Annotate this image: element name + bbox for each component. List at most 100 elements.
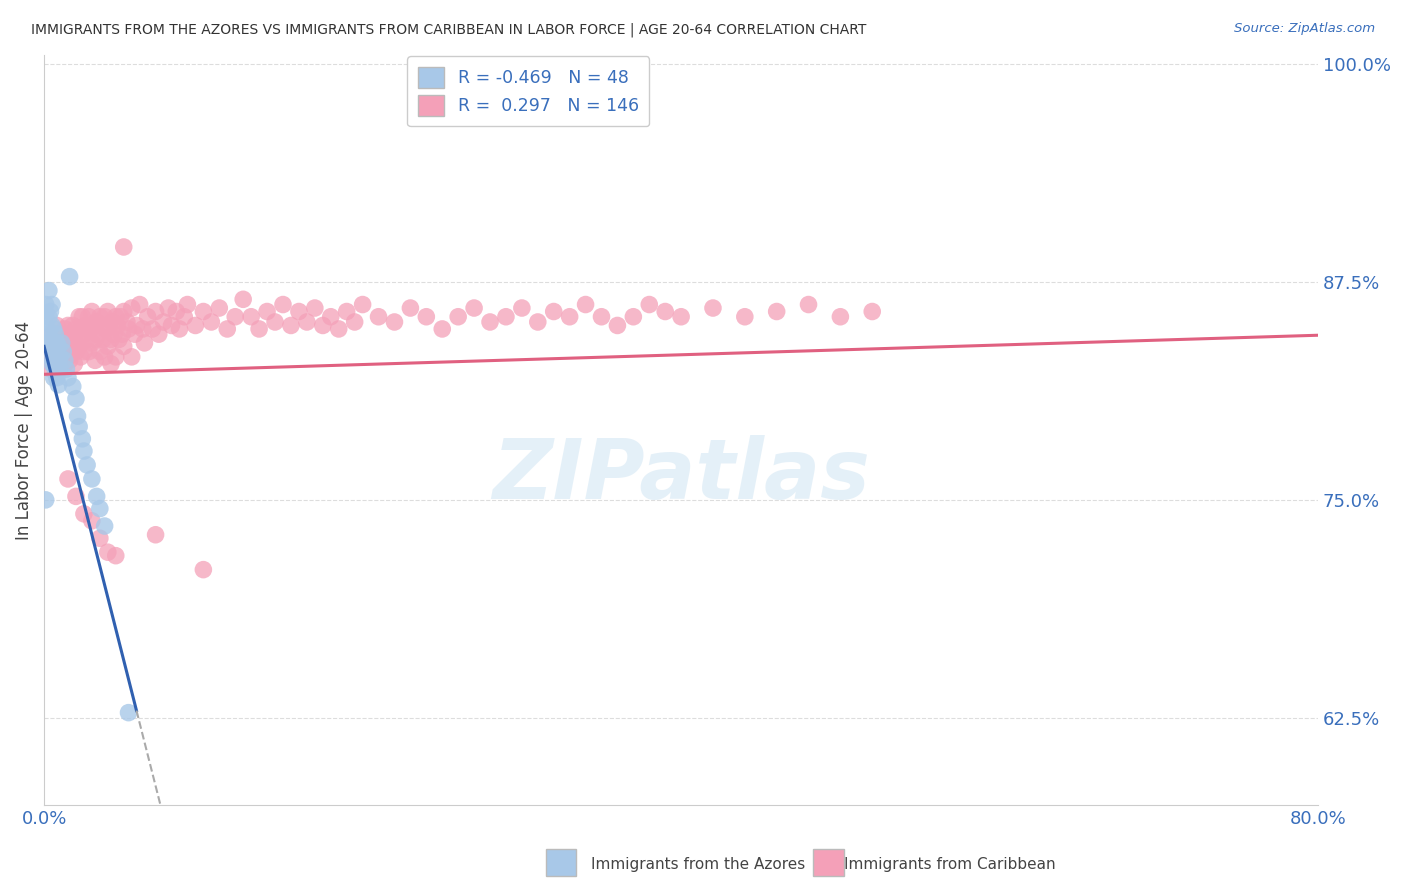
- Point: [495, 310, 517, 324]
- Point: [105, 318, 128, 333]
- Point: [103, 327, 125, 342]
- Point: [48, 333, 70, 347]
- Point: [101, 315, 124, 329]
- Point: [352, 297, 374, 311]
- Point: [44, 362, 66, 376]
- Point: [45, 318, 67, 333]
- Point: [45, 362, 67, 376]
- Point: [97, 545, 120, 559]
- Point: [247, 322, 270, 336]
- Point: [447, 310, 470, 324]
- Point: [63, 357, 86, 371]
- Point: [77, 344, 100, 359]
- Point: [41, 357, 63, 371]
- Point: [343, 315, 366, 329]
- Point: [56, 371, 79, 385]
- Point: [73, 344, 96, 359]
- Text: Immigrants from the Azores: Immigrants from the Azores: [591, 857, 804, 872]
- Point: [76, 333, 98, 347]
- Point: [160, 318, 183, 333]
- Point: [41, 327, 63, 342]
- Point: [271, 297, 294, 311]
- Point: [39, 362, 62, 376]
- Point: [58, 269, 80, 284]
- Point: [39, 335, 62, 350]
- Point: [141, 322, 163, 336]
- Point: [173, 310, 195, 324]
- Point: [53, 353, 76, 368]
- Point: [90, 318, 112, 333]
- Point: [108, 333, 131, 347]
- Point: [52, 344, 75, 359]
- Point: [152, 315, 174, 329]
- Point: [124, 327, 146, 342]
- Point: [621, 310, 644, 324]
- Point: [56, 472, 79, 486]
- Point: [72, 432, 94, 446]
- Point: [93, 310, 115, 324]
- Text: Source: ZipAtlas.com: Source: ZipAtlas.com: [1234, 22, 1375, 36]
- Point: [125, 318, 148, 333]
- Point: [527, 315, 550, 329]
- Point: [65, 392, 87, 406]
- Point: [89, 344, 111, 359]
- Point: [67, 339, 90, 353]
- Point: [319, 310, 342, 324]
- Point: [66, 409, 89, 424]
- Point: [117, 706, 139, 720]
- Point: [93, 519, 115, 533]
- Point: [295, 315, 318, 329]
- Point: [89, 531, 111, 545]
- Point: [110, 310, 132, 324]
- Point: [63, 333, 86, 347]
- Point: [67, 419, 90, 434]
- Point: [115, 315, 138, 329]
- Point: [797, 297, 820, 311]
- Point: [606, 318, 628, 333]
- Point: [35, 297, 58, 311]
- Point: [112, 240, 135, 254]
- Point: [42, 335, 65, 350]
- Point: [256, 304, 278, 318]
- Point: [38, 339, 60, 353]
- Point: [148, 327, 170, 342]
- Point: [288, 304, 311, 318]
- Point: [58, 327, 80, 342]
- Point: [89, 310, 111, 324]
- Point: [65, 322, 87, 336]
- Point: [217, 322, 239, 336]
- Point: [89, 501, 111, 516]
- Point: [75, 318, 97, 333]
- Point: [328, 322, 350, 336]
- Point: [45, 335, 67, 350]
- Text: IMMIGRANTS FROM THE AZORES VS IMMIGRANTS FROM CARIBBEAN IN LABOR FORCE | AGE 20-: IMMIGRANTS FROM THE AZORES VS IMMIGRANTS…: [31, 22, 866, 37]
- Point: [48, 377, 70, 392]
- Point: [62, 318, 84, 333]
- Point: [591, 310, 613, 324]
- Point: [65, 344, 87, 359]
- Point: [264, 315, 287, 329]
- Point: [304, 301, 326, 315]
- Point: [193, 563, 215, 577]
- Point: [73, 327, 96, 342]
- Point: [165, 304, 187, 318]
- Point: [73, 507, 96, 521]
- Point: [53, 357, 76, 371]
- Point: [37, 335, 59, 350]
- Point: [669, 310, 692, 324]
- Point: [37, 350, 59, 364]
- Point: [543, 304, 565, 318]
- Point: [96, 322, 118, 336]
- Point: [41, 318, 63, 333]
- Point: [35, 308, 58, 322]
- Point: [184, 318, 207, 333]
- Point: [510, 301, 533, 315]
- Point: [97, 304, 120, 318]
- Point: [104, 310, 127, 324]
- Point: [765, 304, 787, 318]
- Point: [67, 310, 90, 324]
- Point: [52, 344, 75, 359]
- Point: [56, 350, 79, 364]
- Point: [136, 310, 159, 324]
- Point: [399, 301, 422, 315]
